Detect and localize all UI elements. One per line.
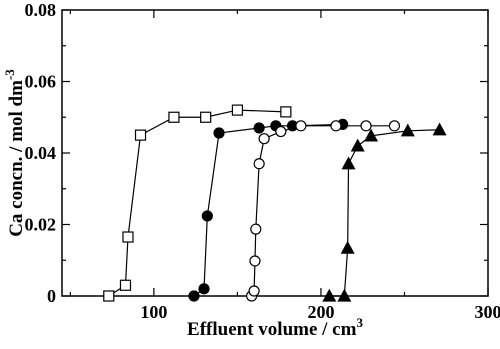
square-marker: [280, 106, 292, 118]
circle-marker: [248, 285, 260, 297]
circle-marker: [295, 120, 307, 132]
circle-marker: [213, 127, 225, 139]
y-tick-label: 0: [47, 286, 56, 306]
square-marker: [119, 279, 132, 291]
triangle-marker: [350, 138, 365, 152]
y-tick-label: 0.06: [25, 72, 57, 92]
circle-marker: [258, 133, 270, 145]
triangle-marker: [341, 156, 356, 170]
circle-marker: [250, 223, 262, 235]
x-axis-label: Effluent volume / cm3: [187, 315, 363, 340]
triangle-marker: [322, 288, 337, 302]
y-tick-label: 0.08: [25, 0, 57, 20]
circle-marker: [198, 283, 210, 295]
x-tick-label: 200: [307, 302, 334, 322]
series-line: [251, 125, 395, 297]
triangle-marker: [340, 240, 355, 254]
circle-marker: [388, 120, 401, 132]
square-marker: [231, 104, 244, 116]
x-tick-label: 100: [140, 302, 167, 322]
square-marker: [134, 129, 147, 141]
circle-marker: [188, 290, 200, 302]
triangle-marker: [364, 128, 379, 142]
circle-marker: [360, 120, 372, 132]
circle-marker: [253, 158, 265, 170]
circle-marker: [201, 210, 213, 222]
series-line: [193, 123, 343, 297]
triangle-marker: [432, 122, 447, 136]
plot-frame: [61, 9, 489, 297]
series-line: [329, 129, 440, 297]
square-marker: [122, 231, 134, 243]
circle-marker: [253, 122, 265, 134]
square-marker: [168, 111, 180, 123]
triangle-marker: [337, 288, 352, 302]
x-tick-label: 300: [475, 302, 500, 322]
triangle-marker: [400, 123, 415, 137]
square-marker: [103, 290, 115, 302]
y-tick-label: 0.02: [25, 215, 57, 235]
square-marker: [200, 111, 212, 123]
y-tick-label: 0.04: [25, 143, 57, 163]
circle-marker: [275, 125, 287, 138]
y-axis-label: Ca concn. / mol dm-3: [2, 69, 27, 237]
circle-marker: [249, 255, 261, 267]
circle-marker: [330, 120, 342, 132]
